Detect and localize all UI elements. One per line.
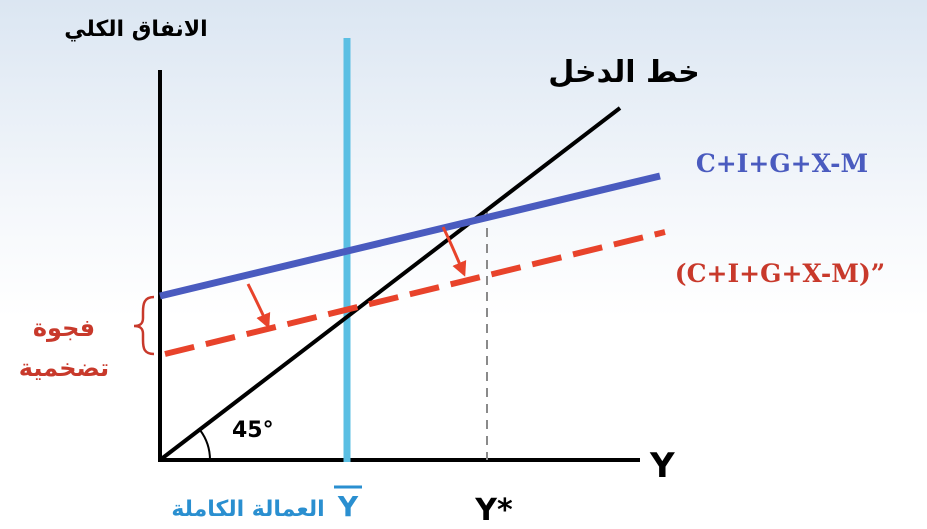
x-axis-label: Y [649, 446, 675, 486]
angle-arc [199, 429, 211, 461]
aggregate-expenditure-line [159, 172, 661, 300]
full-employment-label: العمالة الكاملة [171, 497, 324, 522]
inflationary-gap-label-line2: تضخمية [19, 354, 109, 382]
y-axis-label: الانفاق الكلي [64, 17, 207, 42]
aggregate-expenditure-label: C+I+G+X-M [696, 149, 868, 178]
inflationary-gap-label-line1: فجوة [33, 314, 95, 342]
reduced-expenditure-label: (C+I+G+X-M)” [675, 259, 885, 288]
shift-arrow-right [441, 226, 467, 277]
inflationary-gap-brace [133, 295, 155, 356]
equilibrium-income-label: Y* [474, 493, 513, 528]
income-line-label: خط الدخل [548, 55, 699, 90]
full-employment-marker: Y العمالة الكاملة [171, 485, 362, 523]
full-employment-symbol: Y [337, 490, 359, 523]
shift-arrow-left [246, 283, 271, 329]
reduced-expenditure-line [164, 229, 666, 357]
income-line [158, 106, 622, 462]
angle-label: 45° [232, 418, 274, 443]
